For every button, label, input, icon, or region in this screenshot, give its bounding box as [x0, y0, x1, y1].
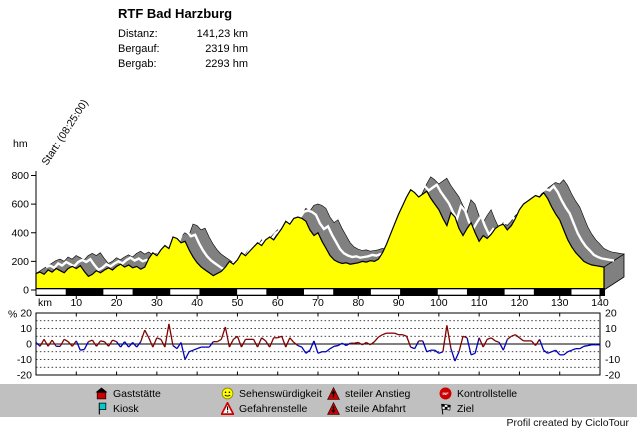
legend-item-label: Gefahrenstelle: [239, 402, 308, 415]
svg-text:130: 130: [551, 297, 569, 309]
legend-item-label: Ziel: [457, 402, 474, 415]
svg-text:110: 110: [471, 297, 488, 309]
stat-value: 2319 hm: [205, 43, 248, 55]
svg-text:-20: -20: [605, 370, 620, 382]
svg-text:-10: -10: [605, 354, 620, 366]
danger-icon: [220, 400, 235, 415]
svg-text:-10: -10: [17, 354, 32, 366]
svg-text:10: 10: [70, 297, 82, 309]
legend-item: Sehenswürdigkeit: [221, 386, 327, 401]
legend-item: Ziel: [439, 401, 599, 416]
legend-item-label: Gaststätte: [113, 387, 161, 400]
legend-item: Kiosk: [95, 401, 221, 416]
svg-text:hm: hm: [13, 138, 28, 150]
legend-item: Gefahrenstelle: [220, 400, 327, 416]
legend-item: Gaststätte: [95, 386, 221, 401]
svg-text:10: 10: [605, 323, 617, 335]
steep-climb-icon: [327, 386, 340, 400]
control-point-icon: INF: [439, 387, 452, 400]
route-summary: RTF Bad Harzburg Distanz: 141,23 km Berg…: [118, 6, 248, 72]
legend-item: INF Kontrollstelle: [439, 386, 599, 401]
svg-text:600: 600: [11, 199, 29, 211]
house-icon: [95, 387, 108, 400]
legend-item-label: steile Abfahrt: [345, 402, 406, 415]
credit-text: Profil created by CicloTour: [506, 417, 629, 429]
stat-row-distance: Distanz: 141,23 km: [118, 27, 248, 42]
stat-label: Bergauf:: [118, 43, 160, 55]
svg-text:50: 50: [232, 297, 244, 309]
stat-row-descent: Bergab: 2293 hm: [118, 57, 248, 72]
svg-text:INF: INF: [443, 392, 450, 396]
legend-item-label: steiler Anstieg: [345, 387, 411, 400]
svg-text:%: %: [8, 309, 17, 321]
kiosk-icon: [95, 402, 108, 415]
steep-descent-icon: [327, 401, 340, 415]
stat-value: 2293 hm: [205, 58, 248, 70]
smiley-icon: [221, 387, 234, 400]
legend-item-label: Sehenswürdigkeit: [239, 387, 322, 400]
legend-grid: Gaststätte Sehenswürdigkeit steiler Anstie…: [0, 384, 637, 416]
svg-text:80: 80: [352, 297, 364, 309]
stat-value: 141,23 km: [196, 28, 248, 40]
svg-text:40: 40: [191, 297, 203, 309]
svg-text:70: 70: [312, 297, 324, 309]
svg-text:90: 90: [393, 297, 405, 309]
legend-item-label: Kontrollstelle: [457, 387, 518, 400]
svg-text:100: 100: [430, 297, 448, 309]
legend-item: steile Abfahrt: [327, 401, 439, 416]
finish-flag-icon: [439, 402, 452, 415]
svg-text:10: 10: [20, 323, 32, 335]
svg-text:400: 400: [11, 227, 29, 239]
svg-text:200: 200: [11, 256, 29, 268]
svg-text:30: 30: [151, 297, 163, 309]
stats-table: Distanz: 141,23 km Bergauf: 2319 hm Berg…: [118, 27, 248, 72]
svg-text:800: 800: [11, 170, 29, 182]
svg-text:20: 20: [111, 297, 123, 309]
svg-text:20: 20: [605, 308, 617, 320]
stat-label: Bergab:: [118, 58, 157, 70]
stat-label: Distanz:: [118, 28, 158, 40]
svg-text:140: 140: [591, 297, 609, 309]
page-title: RTF Bad Harzburg: [118, 6, 233, 21]
svg-text:120: 120: [511, 297, 529, 309]
svg-text:-20: -20: [17, 370, 32, 382]
svg-text:Start: (08:25:00): Start: (08:25:00): [39, 97, 90, 167]
svg-text:20: 20: [20, 308, 32, 320]
legend-item: steiler Anstieg: [327, 386, 439, 401]
legend-item-label: Kiosk: [113, 402, 139, 415]
svg-text:km: km: [38, 297, 52, 309]
svg-text:0: 0: [23, 285, 29, 297]
svg-text:60: 60: [272, 297, 284, 309]
svg-text:0: 0: [26, 339, 32, 351]
svg-text:0: 0: [605, 339, 611, 351]
stat-row-ascent: Bergauf: 2319 hm: [118, 42, 248, 57]
elevation-profile-chart: km 10 20 30 40 50 60 70 80 90 100 110 120 130 14002004…: [8, 97, 625, 382]
legend-bar: Gaststätte Sehenswürdigkeit steiler Anstie…: [0, 384, 637, 417]
